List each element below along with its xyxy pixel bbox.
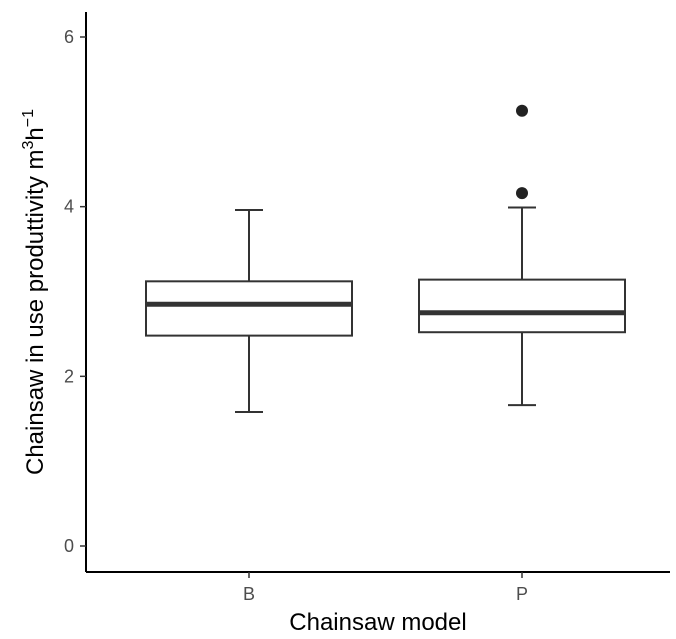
y-tick-label: 6 xyxy=(64,27,74,47)
box-b xyxy=(145,209,353,413)
y-axis-title-sup2: −1 xyxy=(20,109,37,127)
iqr-box xyxy=(145,280,353,337)
plot-area xyxy=(145,104,626,413)
y-tick-label: 2 xyxy=(64,366,74,386)
y-tick-label: 0 xyxy=(64,536,74,556)
y-tick-label: 4 xyxy=(64,197,74,217)
x-axis-title: Chainsaw model xyxy=(289,609,466,636)
x-tick-label: B xyxy=(243,584,255,604)
y-axis-title-prefix: Chainsaw in use produttivity m xyxy=(22,150,49,475)
outlier-point xyxy=(516,104,528,117)
y-axis-title: Chainsaw in use produttivity m3h−1 xyxy=(20,109,49,475)
box-p xyxy=(418,104,626,407)
y-axis-ticks: 0 2 4 6 xyxy=(64,27,86,556)
y-axis-title-sup1: 3 xyxy=(20,141,37,150)
x-tick-label: P xyxy=(516,584,528,604)
outlier-point xyxy=(516,187,528,200)
iqr-box xyxy=(418,278,626,334)
y-axis-title-mid: h xyxy=(22,127,49,140)
